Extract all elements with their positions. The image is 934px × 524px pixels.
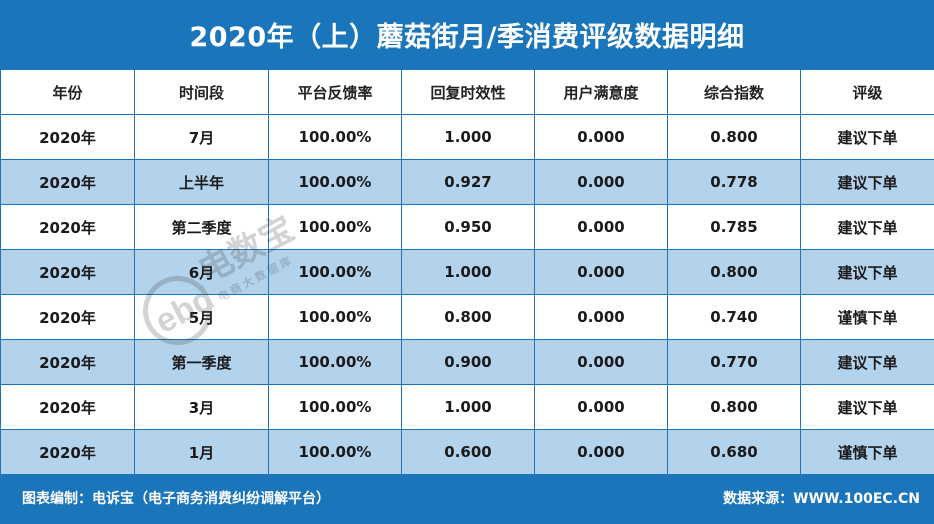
cell-rating: 建议下单 — [800, 384, 934, 430]
page-title: 2020年（上）蘑菇街月/季消费评级数据明细 — [0, 0, 934, 69]
table-row: 2020年 第二季度 100.00% 0.950 0.000 0.785 建议下… — [0, 204, 934, 250]
table-row: 2020年 5月 100.00% 0.800 0.000 0.740 谨慎下单 — [0, 294, 934, 340]
cell-response-timeliness: 0.950 — [401, 204, 535, 250]
header-response-timeliness: 回复时效性 — [401, 69, 535, 115]
cell-year: 2020年 — [0, 249, 135, 295]
cell-rating: 建议下单 — [800, 114, 934, 160]
cell-feedback-rate: 100.00% — [268, 249, 402, 295]
cell-response-timeliness: 1.000 — [401, 249, 535, 295]
cell-composite-index: 0.680 — [667, 429, 801, 475]
cell-user-satisfaction: 0.000 — [534, 114, 668, 160]
cell-response-timeliness: 0.927 — [401, 159, 535, 205]
cell-year: 2020年 — [0, 384, 135, 430]
footer-credit: 图表编制：电诉宝（电子商务消费纠纷调解平台） — [22, 491, 330, 507]
cell-rating: 建议下单 — [800, 339, 934, 385]
cell-feedback-rate: 100.00% — [268, 384, 402, 430]
header-user-satisfaction: 用户满意度 — [534, 69, 668, 115]
cell-period: 第二季度 — [134, 204, 269, 250]
cell-period: 6月 — [134, 249, 269, 295]
cell-year: 2020年 — [0, 294, 135, 340]
cell-period: 1月 — [134, 429, 269, 475]
header-composite-index: 综合指数 — [667, 69, 801, 115]
table-row: 2020年 3月 100.00% 1.000 0.000 0.800 建议下单 — [0, 384, 934, 430]
cell-composite-index: 0.778 — [667, 159, 801, 205]
cell-year: 2020年 — [0, 339, 135, 385]
table-row: 2020年 第一季度 100.00% 0.900 0.000 0.770 建议下… — [0, 339, 934, 385]
data-table: 年份 时间段 平台反馈率 回复时效性 用户满意度 综合指数 评级 2020年 7… — [0, 69, 934, 475]
cell-feedback-rate: 100.00% — [268, 159, 402, 205]
table-row: 2020年 1月 100.00% 0.600 0.000 0.680 谨慎下单 — [0, 429, 934, 475]
cell-rating: 谨慎下单 — [800, 294, 934, 340]
cell-user-satisfaction: 0.000 — [534, 249, 668, 295]
cell-period: 5月 — [134, 294, 269, 340]
cell-user-satisfaction: 0.000 — [534, 159, 668, 205]
table-header-row: 年份 时间段 平台反馈率 回复时效性 用户满意度 综合指数 评级 — [0, 69, 934, 115]
header-feedback-rate: 平台反馈率 — [268, 69, 402, 115]
cell-composite-index: 0.785 — [667, 204, 801, 250]
cell-response-timeliness: 0.800 — [401, 294, 535, 340]
cell-year: 2020年 — [0, 429, 135, 475]
cell-feedback-rate: 100.00% — [268, 429, 402, 475]
cell-feedback-rate: 100.00% — [268, 294, 402, 340]
table-row: 2020年 上半年 100.00% 0.927 0.000 0.778 建议下单 — [0, 159, 934, 205]
cell-composite-index: 0.800 — [667, 249, 801, 295]
cell-period: 第一季度 — [134, 339, 269, 385]
cell-feedback-rate: 100.00% — [268, 339, 402, 385]
cell-feedback-rate: 100.00% — [268, 204, 402, 250]
cell-user-satisfaction: 0.000 — [534, 384, 668, 430]
header-period: 时间段 — [134, 69, 269, 115]
cell-response-timeliness: 1.000 — [401, 384, 535, 430]
cell-composite-index: 0.800 — [667, 384, 801, 430]
cell-response-timeliness: 0.600 — [401, 429, 535, 475]
footer-source: 数据来源：WWW.100EC.CN — [723, 491, 920, 507]
table-row: 2020年 7月 100.00% 1.000 0.000 0.800 建议下单 — [0, 114, 934, 160]
cell-user-satisfaction: 0.000 — [534, 339, 668, 385]
header-year: 年份 — [0, 69, 135, 115]
table-row: 2020年 6月 100.00% 1.000 0.000 0.800 建议下单 — [0, 249, 934, 295]
cell-year: 2020年 — [0, 114, 135, 160]
cell-user-satisfaction: 0.000 — [534, 204, 668, 250]
cell-year: 2020年 — [0, 159, 135, 205]
cell-rating: 建议下单 — [800, 249, 934, 295]
footer: 图表编制：电诉宝（电子商务消费纠纷调解平台） 数据来源：WWW.100EC.CN — [0, 474, 934, 524]
cell-composite-index: 0.800 — [667, 114, 801, 160]
cell-rating: 谨慎下单 — [800, 429, 934, 475]
cell-user-satisfaction: 0.000 — [534, 294, 668, 340]
cell-response-timeliness: 1.000 — [401, 114, 535, 160]
cell-composite-index: 0.770 — [667, 339, 801, 385]
cell-composite-index: 0.740 — [667, 294, 801, 340]
cell-rating: 建议下单 — [800, 159, 934, 205]
cell-period: 3月 — [134, 384, 269, 430]
cell-period: 上半年 — [134, 159, 269, 205]
cell-feedback-rate: 100.00% — [268, 114, 402, 160]
header-rating: 评级 — [800, 69, 934, 115]
cell-year: 2020年 — [0, 204, 135, 250]
cell-response-timeliness: 0.900 — [401, 339, 535, 385]
cell-rating: 建议下单 — [800, 204, 934, 250]
cell-period: 7月 — [134, 114, 269, 160]
cell-user-satisfaction: 0.000 — [534, 429, 668, 475]
